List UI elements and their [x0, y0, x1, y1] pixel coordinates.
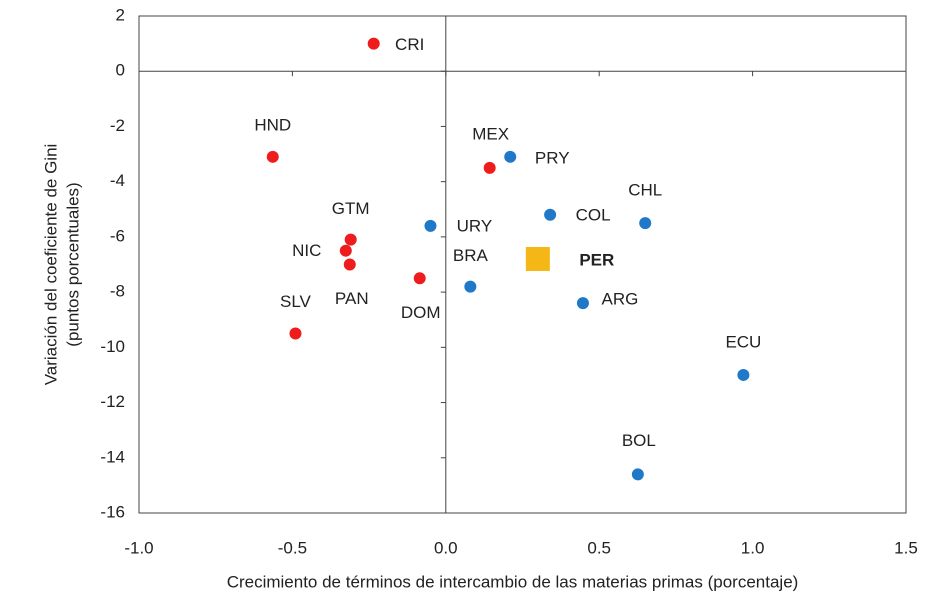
point — [344, 233, 357, 246]
point-label: ARG — [602, 290, 639, 309]
x-tick-label: 1.0 — [741, 538, 765, 557]
y-tick-label: -8 — [110, 282, 125, 301]
point — [631, 468, 644, 481]
point — [504, 150, 517, 163]
point — [289, 327, 302, 340]
point — [343, 258, 356, 271]
point-label: PRY — [535, 148, 570, 167]
point — [483, 161, 496, 174]
point-label: SLV — [280, 292, 312, 311]
y-axis-title: Variación del coeficiente de Gini — [41, 144, 60, 386]
point — [464, 280, 477, 293]
point-label: CRI — [395, 35, 424, 54]
y-tick-label: 0 — [116, 61, 125, 80]
point-label: HND — [254, 115, 291, 134]
point-label: BOL — [622, 431, 656, 450]
point — [413, 272, 426, 285]
y-tick-label: -10 — [100, 337, 125, 356]
point — [544, 208, 557, 221]
y-tick-label: -4 — [110, 171, 125, 190]
y-tick-label: -16 — [100, 502, 125, 521]
point-label: NIC — [292, 241, 321, 260]
point-label: COL — [576, 205, 611, 224]
y-tick-label: -6 — [110, 226, 125, 245]
point-label: BRA — [453, 246, 489, 265]
point-label: GTM — [332, 199, 370, 218]
y-axis-title: (puntos porcentuales) — [63, 182, 82, 346]
point-label: PER — [579, 250, 614, 269]
y-tick-label: -2 — [110, 116, 125, 135]
point — [639, 217, 652, 230]
point-label: URY — [457, 216, 493, 235]
point-label: PAN — [335, 289, 369, 308]
point-label: CHL — [628, 181, 662, 200]
y-tick-label: -12 — [100, 392, 125, 411]
point-label: MEX — [472, 124, 509, 143]
x-tick-label: -1.0 — [124, 538, 153, 557]
point — [525, 246, 550, 271]
x-axis-title: Crecimiento de términos de intercambio d… — [227, 572, 799, 591]
x-tick-label: 0.0 — [434, 538, 458, 557]
point-label: ECU — [725, 332, 761, 351]
x-tick-label: 1.5 — [894, 538, 918, 557]
point — [339, 244, 352, 257]
point — [737, 368, 750, 381]
point — [424, 219, 437, 232]
point — [266, 150, 279, 163]
plot-frame — [138, 15, 907, 514]
point — [576, 297, 589, 310]
x-tick-label: -0.5 — [278, 538, 307, 557]
point-label: DOM — [401, 303, 441, 322]
y-tick-label: 2 — [116, 5, 125, 24]
y-tick-label: -14 — [100, 447, 125, 466]
x-tick-label: 0.5 — [587, 538, 611, 557]
point — [367, 37, 380, 50]
